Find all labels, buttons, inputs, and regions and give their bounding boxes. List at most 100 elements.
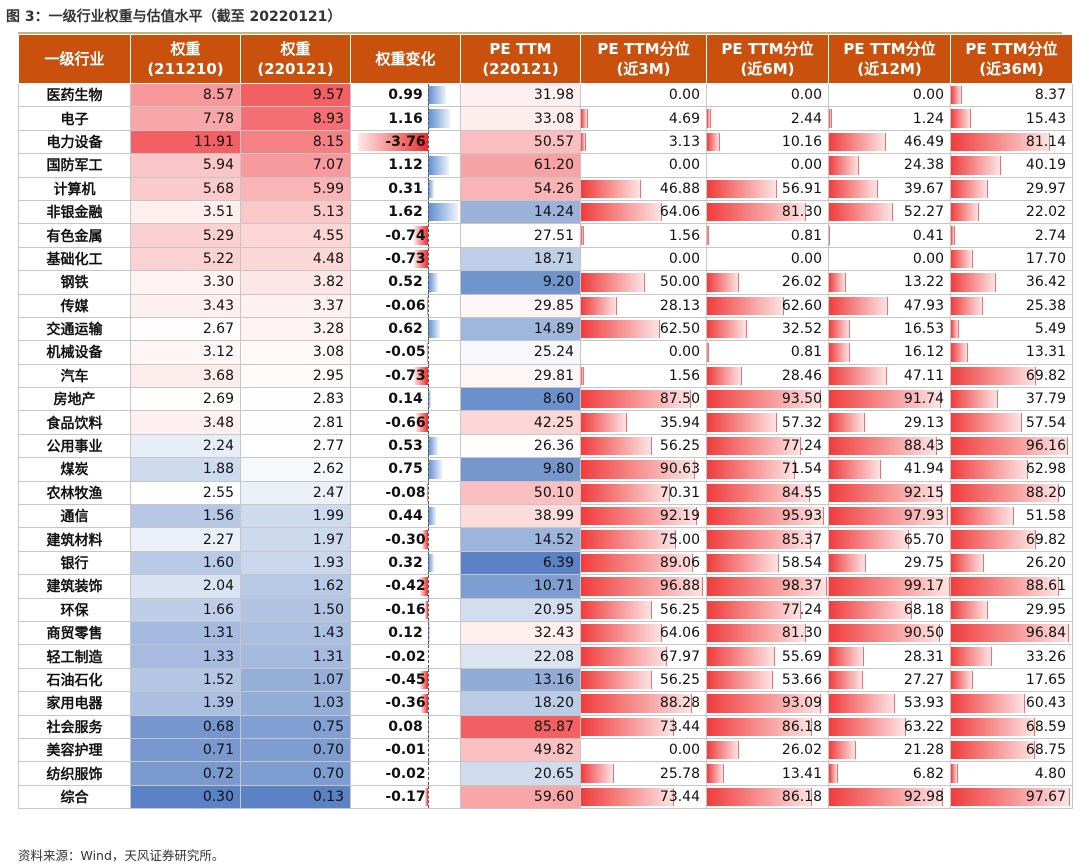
percentile-bar	[581, 413, 627, 432]
percentile-value: 64.06	[659, 625, 700, 642]
percentile-bar	[581, 787, 674, 807]
percentile-bar	[581, 460, 696, 479]
percentile-bar	[581, 577, 704, 596]
pe-percentile-p6-cell: 93.09	[706, 691, 829, 716]
pe-percentile-p3-cell: 0.00	[580, 153, 707, 178]
weight-220121-cell: 3.82	[240, 270, 351, 295]
weight-change-bar	[421, 694, 428, 713]
pe-percentile-p12-cell: 63.22	[828, 714, 951, 739]
pe-ttm-cell: 32.43	[460, 620, 581, 646]
pe-percentile-p36-cell: 37.79	[950, 387, 1073, 412]
percentile-bar	[829, 156, 860, 175]
weight-change-value: -0.16	[385, 601, 426, 618]
percentile-value: 71.54	[781, 461, 822, 478]
weight-change-bar	[428, 390, 431, 409]
zero-axis	[428, 482, 429, 504]
zero-axis	[428, 178, 429, 200]
pe-percentile-p36-cell: 96.84	[950, 620, 1073, 646]
percentile-bar	[829, 319, 850, 339]
percentile-bar	[829, 179, 878, 198]
header-pe-36m: PE TTM分位 (近36M)	[950, 34, 1073, 84]
pe-percentile-p3-cell: 88.28	[580, 691, 707, 716]
percentile-value: 62.60	[781, 297, 822, 314]
table-row: 美容护理 0.71 0.70 -0.01 49.82 0.00 26.02 21.28 68.7…	[18, 737, 1073, 763]
pe-percentile-p12-cell: 27.27	[828, 667, 951, 693]
table-row: 交通运输 2.67 3.28 0.62 14.89 62.50 32.52 16.53 5.49	[18, 316, 1073, 342]
pe-percentile-p36-cell: 60.43	[950, 691, 1073, 716]
percentile-value: 53.66	[781, 671, 822, 688]
industry-name-cell: 煤炭	[18, 457, 131, 482]
zero-axis	[428, 84, 429, 106]
weight-220121-cell: 1.43	[240, 620, 351, 646]
industry-name-cell: 传媒	[18, 293, 131, 318]
percentile-bar	[951, 109, 971, 128]
weight-211210-cell: 8.57	[130, 82, 241, 108]
pe-percentile-p3-cell: 92.19	[580, 504, 707, 529]
percentile-value: 62.98	[1025, 461, 1066, 478]
percentile-value: 4.80	[1034, 765, 1066, 782]
percentile-bar	[707, 670, 773, 690]
industry-name-cell: 综合	[18, 784, 131, 810]
weight-change-value: 0.52	[388, 274, 423, 291]
pe-ttm-cell: 20.95	[460, 597, 581, 622]
percentile-value: 77.24	[781, 601, 822, 618]
percentile-bar	[951, 319, 959, 339]
percentile-value: 33.26	[1025, 648, 1066, 665]
weight-change-cell: 1.12	[350, 153, 461, 178]
pe-ttm-cell: 18.20	[460, 691, 581, 716]
percentile-value: 13.22	[903, 274, 944, 291]
title-rule	[18, 32, 1062, 34]
percentile-bar	[581, 623, 663, 643]
weight-220121-cell: 2.77	[240, 433, 351, 459]
weight-change-cell: -0.73	[350, 246, 461, 272]
percentile-bar	[829, 226, 831, 245]
pe-percentile-p36-cell: 17.70	[950, 246, 1073, 272]
zero-axis	[428, 645, 429, 668]
pe-percentile-p36-cell: 5.49	[950, 316, 1073, 342]
zero-axis	[428, 622, 429, 644]
percentile-value: 26.02	[781, 742, 822, 759]
weight-211210-cell: 2.55	[130, 480, 241, 506]
percentile-value: 92.19	[659, 508, 700, 525]
zero-axis	[428, 107, 429, 130]
table-row: 纺织服饰 0.72 0.70 -0.02 20.65 25.78 13.41 6.82 4.80	[18, 761, 1073, 786]
pe-percentile-p6-cell: 58.54	[706, 550, 829, 576]
pe-percentile-p36-cell: 13.31	[950, 340, 1073, 365]
table-row: 食品饮料 3.48 2.81 -0.66 42.25 35.94 57.32 29.13 57.…	[18, 410, 1073, 435]
weight-change-bar	[426, 296, 428, 315]
zero-axis	[428, 716, 429, 738]
industry-name-cell: 医药生物	[18, 82, 131, 108]
industry-name-cell: 社会服务	[18, 714, 131, 739]
percentile-value: 0.81	[790, 344, 822, 361]
percentile-bar	[951, 366, 1037, 386]
percentile-bar	[951, 717, 1035, 736]
weight-change-bar	[428, 460, 442, 479]
percentile-value: 81.14	[1025, 133, 1066, 150]
weight-change-value: 0.44	[388, 508, 423, 525]
table-row: 轻工制造 1.33 1.31 -0.02 22.08 67.97 55.69 28.31 33.…	[18, 644, 1073, 669]
pe-percentile-p3-cell: 46.88	[580, 176, 707, 201]
weight-change-value: -0.36	[385, 695, 426, 712]
pe-percentile-p3-cell: 56.25	[580, 433, 707, 459]
zero-axis	[428, 599, 429, 621]
header-weight-220121: 权重 (220121)	[240, 34, 351, 84]
percentile-bar	[829, 413, 866, 432]
pe-percentile-p12-cell: 90.50	[828, 620, 951, 646]
pe-percentile-p36-cell: 69.82	[950, 363, 1073, 389]
percentile-value: 29.95	[1025, 601, 1066, 618]
pe-percentile-p3-cell: 73.44	[580, 714, 707, 739]
pe-percentile-p3-cell: 89.06	[580, 550, 707, 576]
pe-ttm-cell: 49.82	[460, 737, 581, 763]
weight-211210-cell: 3.43	[130, 293, 241, 318]
pe-percentile-p6-cell: 85.37	[706, 527, 829, 552]
figure-title: 图 3：一级行业权重与估值水平（截至 20220121）	[6, 9, 342, 25]
percentile-value: 28.13	[659, 297, 700, 314]
pe-percentile-p36-cell: 51.58	[950, 504, 1073, 529]
weight-change-value: 1.16	[388, 110, 423, 127]
pe-percentile-p36-cell: 36.42	[950, 270, 1073, 295]
industry-name-cell: 农林牧渔	[18, 480, 131, 506]
weight-change-cell: 0.08	[350, 714, 461, 739]
zero-axis	[428, 388, 429, 410]
percentile-bar	[707, 483, 811, 503]
pe-percentile-p12-cell: 88.43	[828, 433, 951, 459]
